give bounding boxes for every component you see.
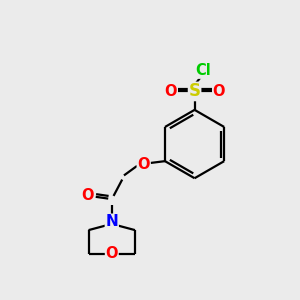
Text: O: O [106,246,118,261]
Text: O: O [81,188,94,202]
Text: O: O [164,84,176,99]
Text: O: O [213,84,225,99]
Text: Cl: Cl [195,63,211,78]
Text: O: O [137,157,150,172]
Text: S: S [189,82,201,100]
Text: N: N [105,214,118,229]
